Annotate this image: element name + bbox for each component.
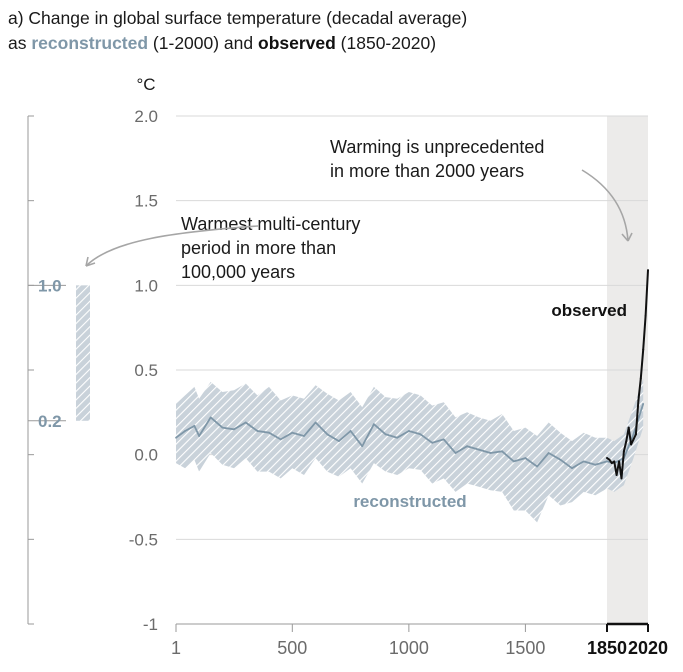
reconstructed-point bbox=[198, 435, 200, 437]
reconstructed-point bbox=[396, 436, 399, 439]
reconstructed-point bbox=[477, 448, 480, 451]
x-tick-label: 500 bbox=[277, 638, 307, 658]
title-observed: observed bbox=[258, 33, 336, 53]
reconstructed-point bbox=[233, 428, 235, 431]
reconstructed-point bbox=[547, 452, 550, 454]
title-mid: (1-2000) and bbox=[148, 33, 258, 53]
reconstructed-point bbox=[501, 450, 504, 453]
reconstructed-uncertainty-band bbox=[176, 378, 644, 523]
observed-point bbox=[610, 462, 613, 465]
chart-title: a) Change in global surface temperature … bbox=[8, 6, 467, 56]
reconstructed-point bbox=[175, 436, 177, 439]
observed-point bbox=[625, 440, 628, 443]
reconstructed-point bbox=[209, 416, 212, 419]
reconstructed-label: reconstructed bbox=[353, 492, 466, 511]
y-tick-label: 0.5 bbox=[134, 361, 158, 380]
title-reconstructed: reconstructed bbox=[31, 33, 149, 53]
reconstructed-point bbox=[559, 458, 562, 461]
observed-point bbox=[639, 377, 642, 380]
reconstructed-point bbox=[279, 438, 282, 441]
title-prefix: as bbox=[8, 33, 32, 53]
range-bar-low-label: 0.2 bbox=[38, 412, 62, 431]
reconstructed-point bbox=[594, 463, 597, 466]
observed-point bbox=[647, 269, 649, 272]
reconstructed-point bbox=[466, 445, 469, 448]
observed-point bbox=[644, 314, 647, 317]
annotation-warmest-line: period in more than bbox=[181, 238, 336, 258]
observed-point bbox=[618, 460, 621, 463]
reconstructed-point bbox=[606, 460, 608, 463]
annotation-warmest-arrowhead bbox=[85, 256, 96, 267]
observed-point bbox=[608, 458, 611, 461]
annotation-unprecedented-line: in more than 2000 years bbox=[330, 161, 524, 181]
reconstructed-point bbox=[536, 465, 538, 468]
observed-point bbox=[634, 433, 637, 436]
y-tick-label: 2.0 bbox=[134, 107, 158, 126]
reconstructed-point bbox=[442, 438, 445, 441]
reconstructed-point bbox=[221, 426, 224, 429]
reconstructed-point bbox=[268, 431, 270, 434]
y-axis-unit: °C bbox=[136, 75, 155, 94]
reconstructed-point bbox=[419, 433, 422, 436]
annotation-warmest-arrow bbox=[85, 225, 259, 267]
reconstructed-point bbox=[193, 424, 196, 427]
title-line-1: a) Change in global surface temperature … bbox=[8, 8, 468, 28]
reconstructed-point bbox=[431, 441, 434, 444]
range-bar-high-label: 1.0 bbox=[38, 276, 62, 295]
observed-label: observed bbox=[551, 301, 627, 320]
reconstructed-point bbox=[291, 431, 294, 434]
title-suffix: (1850-2020) bbox=[335, 33, 437, 53]
reconstructed-point bbox=[349, 430, 352, 432]
reconstructed-point bbox=[338, 440, 340, 443]
reconstructed-point bbox=[361, 445, 364, 448]
reconstructed-point bbox=[314, 421, 317, 424]
reconstructed-point bbox=[489, 452, 492, 454]
annotation-unprecedented-arrowhead bbox=[621, 232, 633, 242]
observed-point bbox=[615, 473, 618, 476]
x-tick-label: 1850 bbox=[587, 638, 627, 658]
y-tick-label: -1 bbox=[143, 615, 158, 634]
reconstructed-point bbox=[454, 452, 457, 454]
observed-point bbox=[620, 477, 623, 480]
x-tick-label: 2020 bbox=[628, 638, 668, 658]
annotation-warmest-line: 100,000 years bbox=[181, 262, 295, 282]
reconstructed-point bbox=[244, 421, 247, 424]
observed-point bbox=[630, 443, 633, 446]
reconstructed-point bbox=[256, 430, 259, 432]
x-tick-label: 1500 bbox=[505, 638, 545, 658]
observed-point bbox=[613, 460, 616, 463]
observed-point bbox=[627, 426, 630, 429]
reconstructed-point bbox=[632, 433, 635, 436]
observed-point bbox=[606, 457, 608, 460]
x-tick-label: 1000 bbox=[389, 638, 429, 658]
annotation-unprecedented-arrow bbox=[581, 169, 629, 242]
title-line-2: as reconstructed (1-2000) and observed (… bbox=[8, 31, 467, 56]
reconstructed-point bbox=[303, 435, 305, 437]
reconstructed-point bbox=[571, 467, 573, 470]
reconstructed-point bbox=[582, 460, 585, 463]
annotation-unprecedented-line: Warming is unprecedented bbox=[330, 137, 544, 157]
y-tick-label: 1.0 bbox=[134, 276, 158, 295]
reconstructed-point bbox=[512, 460, 515, 463]
annotation-warmest: Warmest multi-century period in more than… bbox=[181, 214, 360, 282]
annotation-unprecedented: Warming is unprecedented in more than 200… bbox=[330, 137, 544, 181]
reconstructed-point bbox=[184, 430, 186, 432]
observed-point bbox=[622, 450, 625, 453]
observed-point bbox=[642, 348, 645, 351]
y-tick-label: 0.0 bbox=[134, 446, 158, 465]
reconstructed-point bbox=[642, 402, 645, 405]
reconstructed-point bbox=[524, 457, 527, 459]
reconstructed-point bbox=[326, 433, 329, 436]
reconstructed-point bbox=[384, 433, 387, 436]
observed-point bbox=[632, 438, 635, 441]
observed-point bbox=[637, 399, 640, 402]
reconstructed-point bbox=[407, 430, 410, 432]
y-tick-label: 1.5 bbox=[134, 192, 158, 211]
reconstructed-point bbox=[373, 423, 375, 426]
x-tick-label: 1 bbox=[171, 638, 181, 658]
warmest-period-range-bar bbox=[76, 285, 90, 421]
y-tick-label: -0.5 bbox=[129, 530, 158, 549]
